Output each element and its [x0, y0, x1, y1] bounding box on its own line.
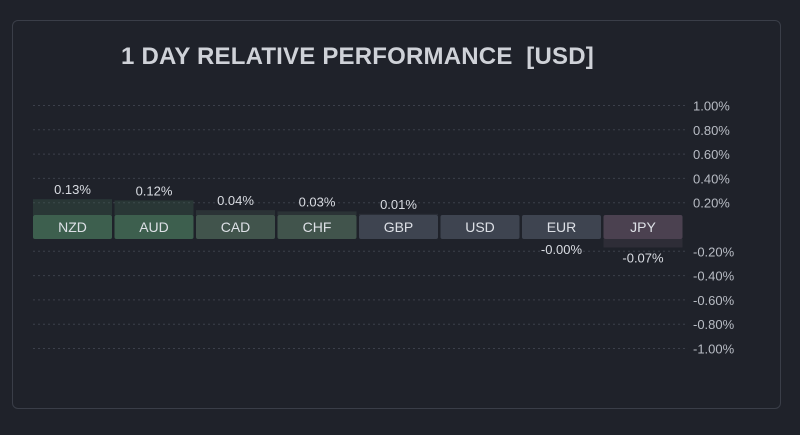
y-tick-label: 0.80% [693, 123, 730, 138]
category-label: CHF [303, 219, 332, 235]
value-bar [196, 210, 275, 215]
category-label: NZD [58, 219, 87, 235]
y-tick-label: 0.60% [693, 147, 730, 162]
value-bar [114, 200, 194, 215]
value-bar [603, 239, 683, 248]
category-labels: NZD AUD CAD CHF GBP USD EUR JPY [58, 219, 656, 235]
chart-panel [12, 20, 781, 409]
y-tick-label: -0.20% [693, 244, 735, 259]
value-label: 0.12% [136, 183, 173, 198]
value-label: -0.07% [622, 251, 664, 266]
category-chip [196, 215, 275, 239]
value-label: -0.00% [541, 242, 583, 257]
category-label: AUD [139, 219, 169, 235]
value-label: 0.13% [54, 182, 91, 197]
category-chip [440, 215, 520, 239]
grid-lines [33, 105, 688, 349]
category-label: USD [465, 219, 495, 235]
category-chip [603, 215, 683, 239]
category-chip [33, 215, 112, 239]
value-bar [277, 211, 357, 215]
value-label: 0.03% [299, 194, 336, 209]
category-label: EUR [547, 219, 577, 235]
y-tick-label: 1.00% [693, 99, 730, 114]
category-chip [359, 215, 438, 239]
y-tick-label: -0.60% [693, 293, 735, 308]
category-label: CAD [221, 219, 251, 235]
category-chip [114, 215, 194, 239]
y-axis-ticks: 1.00% 0.80% 0.60% 0.40% 0.20% -0.20% -0.40% -0.… [693, 99, 735, 357]
value-label: 0.04% [217, 193, 254, 208]
value-bar [359, 213, 438, 215]
value-labels: 0.13% 0.12% 0.04% 0.03% 0.01% -0.00% -0.07% [54, 182, 664, 265]
y-tick-label: -0.40% [693, 269, 735, 284]
category-chip [522, 215, 601, 239]
chart-title: 1 DAY RELATIVE PERFORMANCE [USD] [121, 43, 594, 70]
value-bar [33, 199, 112, 215]
y-tick-label: 0.20% [693, 196, 730, 211]
y-tick-label: -1.00% [693, 342, 735, 357]
value-label: 0.01% [380, 197, 417, 212]
y-tick-label: -0.80% [693, 317, 735, 332]
category-label: JPY [630, 219, 656, 235]
bars [33, 199, 683, 248]
y-tick-label: 0.40% [693, 171, 730, 186]
category-label: GBP [384, 219, 414, 235]
category-chip [277, 215, 357, 239]
